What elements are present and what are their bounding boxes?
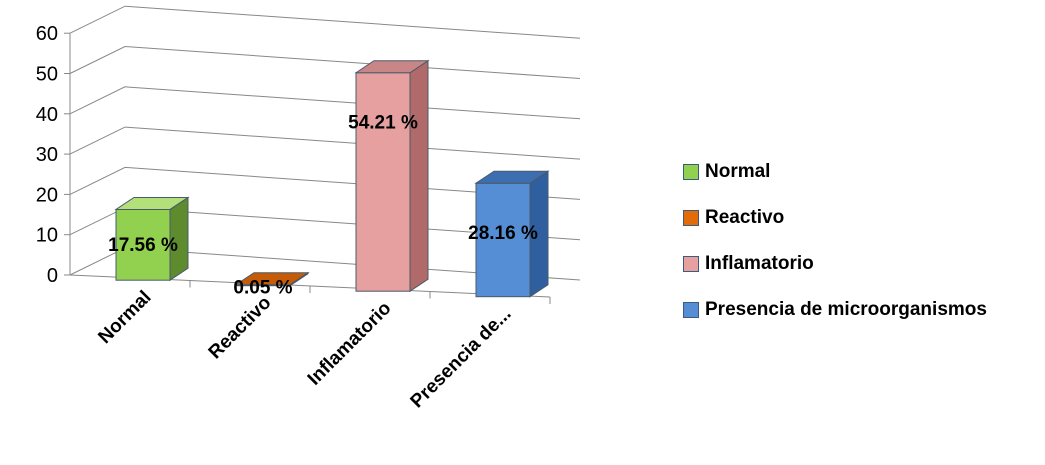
data-label: 0.05 % — [233, 278, 292, 299]
gridline — [69, 5, 581, 39]
category-label: Inflamatorio — [304, 298, 396, 390]
category-label: Normal — [94, 287, 155, 348]
bar-side — [409, 59, 429, 293]
bar-top — [474, 170, 550, 184]
x-axis-categories: Normal Reactivo Inflamatorio Presencia de..… — [94, 280, 551, 412]
data-labels: 17.56 % 0.05 % 54.21 % 28.16 % — [108, 113, 538, 299]
bar-top — [114, 196, 190, 210]
category-label: Presencia de... — [407, 303, 516, 412]
legend-item: Presencia de microorganismos — [683, 298, 987, 322]
data-label: 17.56 % — [108, 235, 178, 256]
y-tick-label: 20 — [36, 184, 58, 206]
y-tick-label: 40 — [36, 104, 58, 126]
legend-swatch — [683, 164, 699, 180]
gridline — [69, 86, 581, 120]
y-axis-ticks: 0 10 20 30 40 50 60 — [36, 23, 70, 287]
bar-chart-3d: 0 10 20 30 40 50 60 17.56 % 0.05 % 54.21 % 28.16 … — [36, 5, 581, 412]
bar — [114, 196, 190, 282]
legend-swatch — [683, 256, 699, 272]
category-label: Reactivo — [205, 292, 276, 363]
bar-front — [475, 182, 531, 298]
legend-swatch — [683, 210, 699, 226]
bar-front — [115, 208, 171, 281]
legend-label: Normal — [705, 161, 771, 182]
y-tick-label: 30 — [36, 144, 58, 166]
bar — [234, 271, 310, 287]
data-label: 54.21 % — [348, 113, 418, 134]
bar-top — [354, 60, 430, 74]
y-tick-label: 50 — [36, 64, 58, 86]
bars — [114, 59, 550, 298]
legend-item: Reactivo — [683, 206, 987, 230]
legend-item: Inflamatorio — [683, 252, 987, 276]
legend-swatch — [683, 302, 699, 318]
bar-front — [355, 72, 411, 292]
bar — [354, 59, 430, 293]
bar — [474, 170, 550, 298]
gridline — [69, 45, 581, 79]
legend-label: Reactivo — [705, 207, 785, 228]
legend-label: Inflamatorio — [705, 253, 814, 274]
data-label: 28.16 % — [468, 223, 538, 244]
legend: Normal Reactivo Inflamatorio Presencia de m… — [683, 160, 987, 344]
y-tick-label: 60 — [36, 23, 58, 45]
gridline — [69, 126, 581, 160]
legend-item: Normal — [683, 160, 987, 184]
y-tick-label: 10 — [36, 225, 58, 247]
bar-top — [234, 272, 310, 286]
legend-label: Presencia de microorganismos — [705, 299, 987, 320]
y-tick-label: 0 — [47, 265, 58, 287]
